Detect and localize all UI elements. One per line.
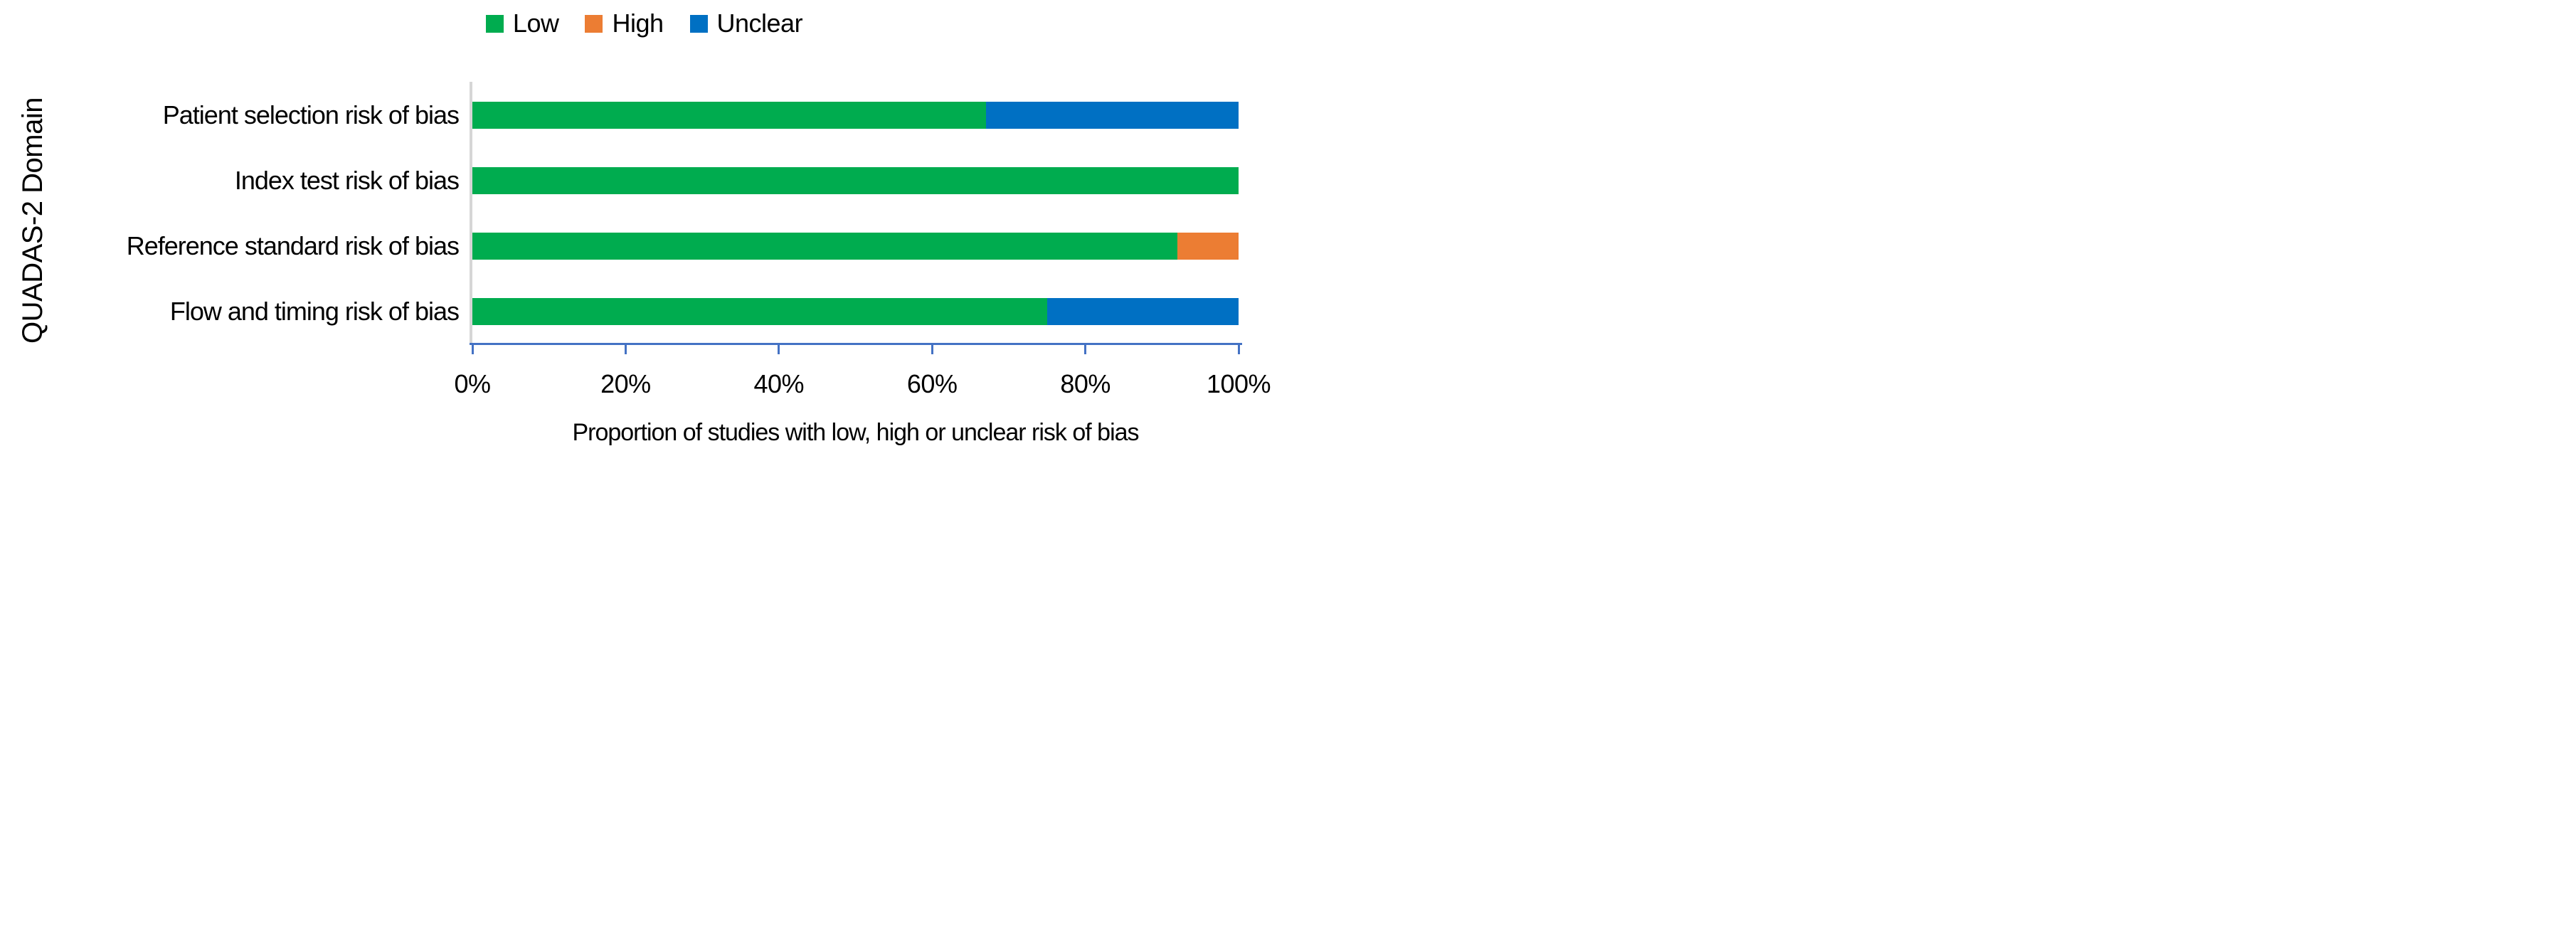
legend: Low High Unclear <box>0 7 1288 40</box>
y-axis-line <box>470 82 472 344</box>
x-axis-tick-label: 80% <box>1060 369 1111 398</box>
bar-row <box>472 298 1239 325</box>
legend-swatch-low <box>485 14 504 33</box>
legend-item-high: High <box>585 9 664 38</box>
bar-row <box>472 102 1239 129</box>
bar-segment-low <box>472 298 1047 325</box>
bar-segment-low <box>472 233 1177 260</box>
x-axis-tick <box>624 343 627 354</box>
x-axis-tick <box>1237 343 1240 354</box>
category-label: Reference standard risk of bias <box>126 231 460 260</box>
x-axis-tick-label: 20% <box>600 369 651 398</box>
legend-label: High <box>612 9 664 38</box>
x-axis-title: Proportion of studies with low, high or … <box>572 419 1139 446</box>
x-axis-tick <box>931 343 933 354</box>
bar-segment-unclear <box>985 102 1239 129</box>
bar-row <box>472 233 1239 260</box>
bar-segment-low <box>472 102 986 129</box>
legend-label: Unclear <box>716 9 803 38</box>
x-axis-tick <box>778 343 780 354</box>
bar-segment-unclear <box>1046 298 1239 325</box>
bar-row <box>472 167 1239 194</box>
bar-segment-high <box>1177 233 1239 260</box>
legend-item-low: Low <box>485 9 559 38</box>
x-axis-tick <box>471 343 474 354</box>
legend-swatch-unclear <box>689 14 708 33</box>
category-label: Index test risk of bias <box>234 166 460 195</box>
x-axis-tick-label: 40% <box>753 369 805 398</box>
x-axis-tick <box>1084 343 1087 354</box>
x-axis-tick-label: 60% <box>906 369 958 398</box>
category-label: Patient selection risk of bias <box>162 100 460 129</box>
legend-label: Low <box>512 9 559 38</box>
x-axis-tick-label: 100% <box>1206 369 1271 398</box>
bar-segment-low <box>472 167 1239 194</box>
legend-swatch-high <box>585 14 603 33</box>
x-axis-line <box>470 343 1242 345</box>
y-axis-title: QUADAS-2 Domain <box>17 97 48 344</box>
x-axis-tick-label: 0% <box>454 369 491 398</box>
chart: Low High Unclear QUADAS-2 Domain Proportio… <box>0 0 1288 469</box>
category-label: Flow and timing risk of bias <box>169 297 460 326</box>
legend-item-unclear: Unclear <box>689 9 803 38</box>
